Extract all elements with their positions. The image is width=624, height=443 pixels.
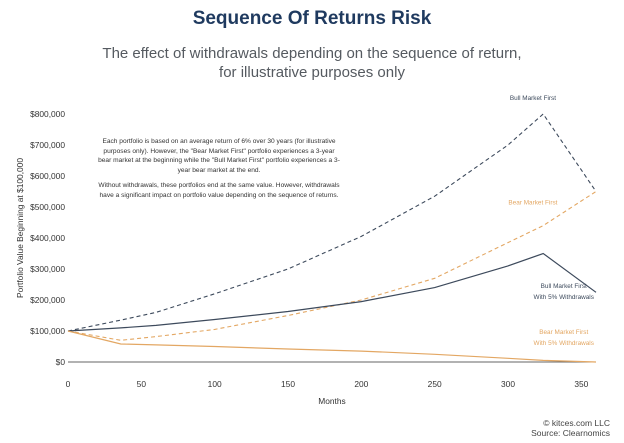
x-tick-label: 200 xyxy=(354,379,368,389)
credit: © kitces.com LLC Source: Clearnomics xyxy=(531,418,610,438)
series-line-1 xyxy=(67,113,597,332)
series-label: Bear Market First xyxy=(539,329,588,336)
y-tick-label: $600,000 xyxy=(30,171,65,181)
series-label: With 5% Withdrawals xyxy=(534,340,594,347)
series-line-2 xyxy=(67,191,597,341)
x-tick-label: 250 xyxy=(428,379,442,389)
x-tick-label: 0 xyxy=(66,379,71,389)
x-tick-label: 150 xyxy=(281,379,295,389)
annotation-paragraph-1: Each portfolio is based on an average re… xyxy=(98,138,340,174)
subtitle-line-2: for illustrative purposes only xyxy=(219,64,405,81)
subtitle-line-1: The effect of withdrawals depending on t… xyxy=(102,45,522,62)
y-axis-label: Portfolio Value Beginning at $100,000 xyxy=(15,158,25,298)
annotation-paragraph-2: Without withdrawals, these portfolios en… xyxy=(98,182,340,199)
y-tick-label: $100,000 xyxy=(30,326,65,336)
x-axis-ticks: 0 50 100 150 200 250 300 350 xyxy=(66,379,589,389)
y-tick-label: $400,000 xyxy=(30,233,65,243)
series-line-4 xyxy=(67,330,597,363)
copyright-text: © kitces.com LLC xyxy=(543,418,610,428)
x-tick-label: 300 xyxy=(501,379,515,389)
y-tick-label: $800,000 xyxy=(30,109,65,119)
series-label: With 5% Withdrawals xyxy=(534,294,594,301)
chart-annotation: Each portfolio is based on an average re… xyxy=(96,137,342,207)
chart-title: Sequence Of Returns Risk xyxy=(192,8,432,29)
y-axis-ticks: $0 $100,000 $200,000 $300,000 $400,000 $500,0… xyxy=(30,109,65,367)
y-tick-label: $500,000 xyxy=(30,202,65,212)
series-label: Bull Market First xyxy=(541,283,587,290)
series-label: Bull Market First xyxy=(510,95,556,102)
x-tick-label: 350 xyxy=(574,379,588,389)
x-tick-label: 50 xyxy=(137,379,147,389)
y-tick-label: $200,000 xyxy=(30,295,65,305)
y-tick-label: $300,000 xyxy=(30,264,65,274)
x-axis-label: Months xyxy=(318,396,345,406)
x-tick-label: 100 xyxy=(208,379,222,389)
series-labels: Bull Market First Bear Market First Bull M… xyxy=(508,95,593,347)
chart-subtitle: The effect of withdrawals depending on t… xyxy=(40,44,584,82)
y-tick-label: $0 xyxy=(56,357,66,367)
series-label: Bear Market First xyxy=(508,200,557,207)
series-line-3 xyxy=(67,252,597,332)
series-lines xyxy=(67,113,597,363)
y-tick-label: $700,000 xyxy=(30,140,65,150)
source-text: Source: Clearnomics xyxy=(531,428,610,438)
